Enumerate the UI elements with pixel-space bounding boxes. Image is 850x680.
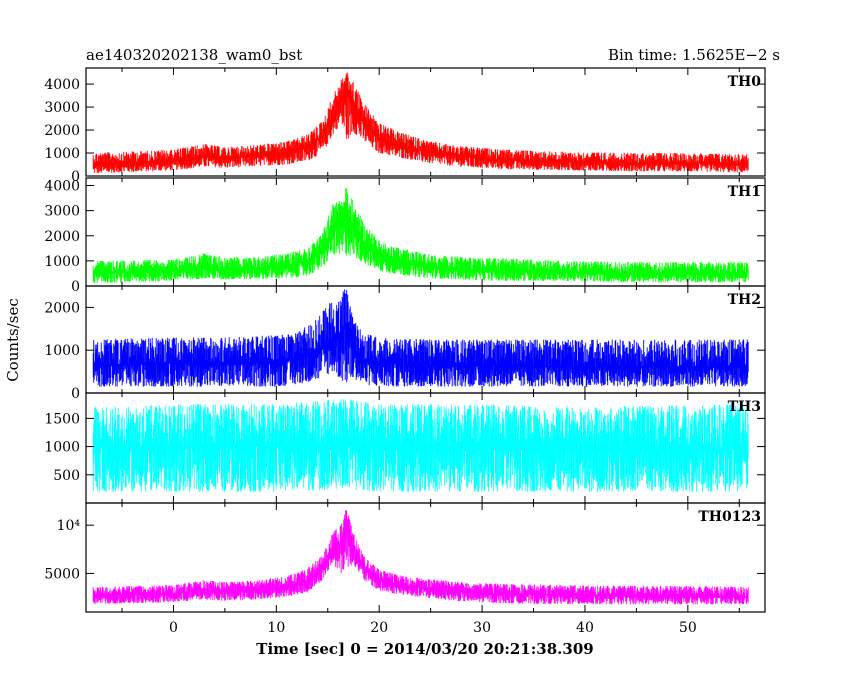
panel-th1: 0 1000 2000 3000 4000 TH1 xyxy=(44,177,766,295)
y-tick-label: 3000 xyxy=(44,100,80,116)
series-trace-th1 xyxy=(92,188,749,284)
y-tick-label: 3000 xyxy=(44,204,80,220)
y-tick-label: 1000 xyxy=(44,254,80,270)
panel-frame xyxy=(85,67,766,177)
x-tick-label: 50 xyxy=(679,620,697,636)
panel-th0: 0 1000 2000 3000 4000 TH0 xyxy=(44,67,766,185)
panel-label: TH0 xyxy=(728,74,762,90)
y-tick-label: 4000 xyxy=(44,77,80,93)
x-tick-label: 20 xyxy=(370,620,388,636)
y-tick-label: 2000 xyxy=(44,229,80,245)
y-axis-label: Counts/sec xyxy=(4,298,22,382)
x-tick-label: 10 xyxy=(267,620,285,636)
x-tick-label: 0 xyxy=(169,620,178,636)
series-trace-th3 xyxy=(92,399,749,492)
y-tick-label: 1000 xyxy=(44,343,80,359)
panel-th0123: 5000 10⁴ TH0123 xyxy=(44,502,766,613)
y-tick-label: 0 xyxy=(71,386,80,402)
series-trace-th0 xyxy=(92,72,749,174)
x-tick-label: 40 xyxy=(576,620,594,636)
y-tick-label: 2000 xyxy=(44,300,80,316)
x-tick-label: 30 xyxy=(473,620,491,636)
panel-th2: 0 1000 2000 TH2 xyxy=(44,285,766,402)
y-tick-label: 5000 xyxy=(44,566,80,582)
y-tick-label: 1000 xyxy=(44,146,80,162)
y-tick-label: 2000 xyxy=(44,123,80,139)
series-trace-th0123 xyxy=(92,510,749,605)
panel-label: TH2 xyxy=(728,292,761,308)
bin-time-label: Bin time: 1.5625E−2 s xyxy=(608,46,780,64)
y-tick-label: 4000 xyxy=(44,179,80,195)
x-axis-label: Time [sec] 0 = 2014/03/20 20:21:38.309 xyxy=(256,640,593,658)
panel-label: TH3 xyxy=(728,399,761,415)
panel-th3: 500 1000 1500 TH3 xyxy=(44,392,766,504)
panel-label: TH0123 xyxy=(698,509,761,525)
chart-title: ae140320202138_wam0_bst xyxy=(86,46,302,64)
panel-label: TH1 xyxy=(728,184,761,200)
y-tick-label: 1000 xyxy=(44,440,80,456)
y-tick-label: 1500 xyxy=(44,411,80,427)
y-tick-label: 10⁴ xyxy=(57,518,81,534)
y-tick-label: 500 xyxy=(53,468,80,484)
panel-frame xyxy=(85,502,766,613)
y-tick-label: 0 xyxy=(71,279,80,295)
series-trace-th2 xyxy=(92,289,749,387)
y-tick-label: 0 xyxy=(71,169,80,185)
